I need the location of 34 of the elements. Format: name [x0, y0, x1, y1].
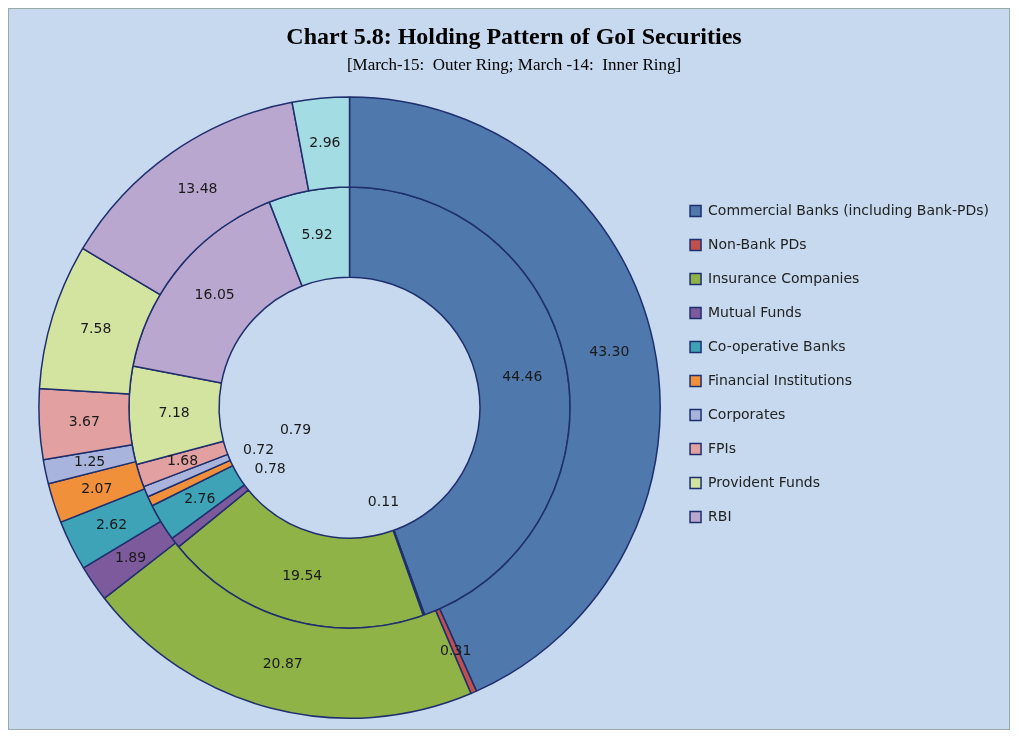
data-label: 0.78 [254, 459, 286, 476]
legend-label: Corporates [708, 405, 786, 422]
chart-subtitle: [March-15: Outer Ring; March -14: Inner Ring] [346, 55, 682, 75]
data-label: 7.58 [80, 319, 112, 336]
data-label: 0.79 [279, 420, 312, 437]
chart-title: Chart 5.8: Holding Pattern of GoI Securities [286, 22, 742, 49]
data-label: 44.46 [502, 367, 543, 384]
data-label: 1.68 [166, 452, 199, 469]
legend-label: Insurance Companies [708, 269, 860, 286]
legend-label: Commercial Banks (including Bank-PDs) [708, 201, 990, 218]
data-label: 1.25 [74, 453, 106, 470]
data-label: 7.18 [158, 404, 190, 421]
legend-label: Provident Funds [708, 473, 820, 490]
legend-label: Non-Bank PDs [708, 235, 807, 252]
data-label: 43.30 [589, 342, 630, 359]
data-label: 2.62 [95, 516, 128, 533]
legend-label: Financial Institutions [708, 371, 852, 388]
data-label: 20.87 [262, 655, 303, 672]
data-label: 0.72 [242, 440, 275, 457]
data-label: 2.96 [309, 133, 341, 150]
data-label: 3.67 [68, 412, 100, 429]
data-label: 1.89 [114, 548, 147, 565]
data-label: 16.05 [194, 285, 235, 302]
data-label: 5.92 [301, 225, 333, 242]
legend-label: Mutual Funds [708, 303, 802, 320]
legend-label: Co-operative Banks [708, 337, 846, 354]
data-label: 0.31 [440, 641, 472, 658]
legend-label: RBI [708, 507, 732, 524]
legend-label: FPIs [708, 439, 736, 456]
data-label: 0.11 [367, 492, 400, 509]
data-label: 19.54 [282, 567, 323, 584]
data-label: 13.48 [177, 180, 218, 197]
data-label: 2.76 [184, 489, 216, 506]
data-label: 2.07 [81, 479, 113, 496]
